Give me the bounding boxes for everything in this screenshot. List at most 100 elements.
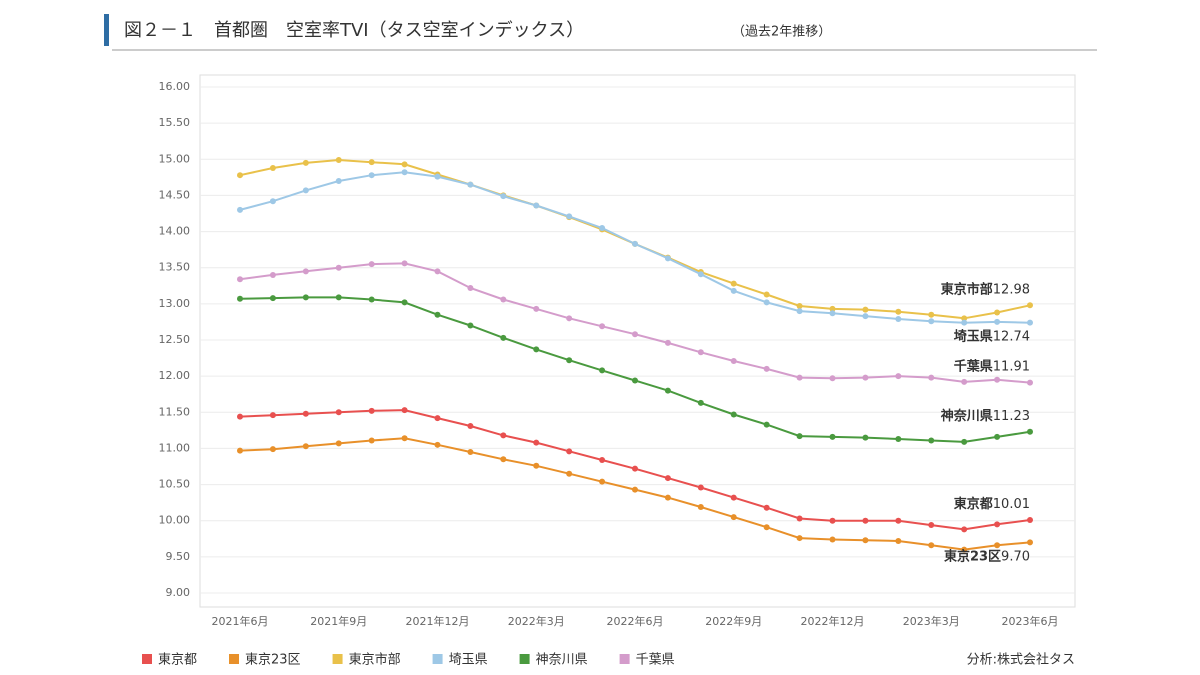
data-point (599, 456, 606, 463)
data-point (961, 378, 968, 385)
data-point (664, 387, 671, 394)
x-tick-label: 2021年6月 (212, 614, 269, 628)
legend-swatch (519, 654, 530, 664)
data-point (994, 309, 1001, 316)
data-point (862, 313, 869, 320)
data-point (237, 276, 243, 283)
data-point (730, 357, 737, 364)
data-point (862, 517, 869, 524)
data-point (335, 264, 342, 271)
data-point (994, 433, 1001, 440)
data-point (730, 514, 737, 521)
data-point (994, 376, 1001, 383)
legend-swatch (619, 654, 630, 664)
data-point (862, 374, 869, 381)
data-point (368, 261, 375, 268)
data-point (566, 470, 573, 477)
data-point (335, 177, 342, 184)
data-point (994, 318, 1001, 325)
end-label: 東京23区9.70 (944, 548, 1030, 564)
data-point (269, 412, 276, 419)
data-point (961, 315, 968, 322)
data-point (237, 295, 243, 302)
end-label: 東京市部12.98 (941, 281, 1030, 297)
end-label-value: 10.01 (993, 496, 1030, 511)
data-point (632, 331, 638, 338)
data-point (928, 522, 935, 529)
y-tick-label: 15.50 (159, 116, 191, 129)
y-tick-label: 12.00 (159, 369, 191, 382)
data-point (533, 346, 540, 353)
data-point (467, 423, 474, 430)
data-point (467, 181, 474, 188)
data-point (829, 433, 836, 440)
data-point (401, 299, 408, 306)
title-bar (104, 14, 109, 46)
data-point (796, 535, 803, 542)
data-point (730, 411, 737, 418)
end-label: 埼玉県12.74 (954, 328, 1030, 344)
data-point (566, 213, 573, 220)
data-point (302, 410, 309, 417)
y-tick-label: 13.00 (159, 297, 191, 310)
end-label: 神奈川県11.23 (941, 407, 1030, 423)
data-point (697, 484, 704, 491)
data-point (599, 478, 606, 485)
data-point (335, 440, 342, 447)
data-point (961, 526, 968, 533)
data-point (467, 322, 474, 329)
data-point (928, 374, 935, 381)
data-point (632, 486, 638, 493)
data-point (599, 323, 606, 330)
data-point (434, 173, 441, 180)
data-point (763, 299, 770, 306)
data-point (401, 260, 408, 267)
data-point (467, 449, 474, 456)
data-point (796, 303, 803, 310)
y-tick-label: 10.00 (159, 514, 191, 527)
data-point (632, 377, 638, 384)
y-tick-label: 14.50 (159, 188, 191, 201)
series-line (239, 158, 1031, 320)
data-point (664, 494, 671, 501)
end-label-name: 千葉県 (954, 358, 993, 374)
data-point (434, 311, 441, 318)
data-point (763, 365, 770, 372)
end-label: 千葉県11.91 (954, 358, 1030, 374)
y-tick-label: 11.00 (159, 441, 191, 454)
data-point (500, 432, 507, 439)
y-tick-label: 12.50 (159, 333, 191, 346)
data-point (368, 159, 375, 166)
data-point (796, 374, 803, 381)
legend-label: 東京23区 (245, 652, 301, 668)
legend-label: 千葉県 (636, 653, 675, 668)
data-point (237, 447, 243, 454)
data-point (269, 271, 276, 278)
data-point (1027, 516, 1033, 523)
data-point (368, 296, 375, 303)
data-point (533, 202, 540, 209)
data-point (928, 437, 935, 444)
legend-swatch (142, 654, 152, 664)
end-label-value: 12.74 (993, 329, 1030, 344)
data-point (368, 437, 375, 444)
plot-area (199, 74, 1076, 608)
y-tick-label: 10.50 (159, 478, 191, 491)
data-point (533, 439, 540, 446)
y-tick-label: 11.50 (159, 405, 191, 418)
end-label-name: 東京市部 (941, 281, 993, 297)
data-point (895, 373, 902, 380)
data-point (829, 375, 836, 382)
data-point (269, 164, 276, 171)
y-tick-label: 15.00 (159, 152, 191, 165)
legend-label: 埼玉県 (449, 653, 488, 668)
data-point (697, 399, 704, 406)
x-tick-label: 2023年3月 (903, 614, 960, 628)
x-tick-label: 2021年12月 (406, 614, 470, 628)
data-point (862, 537, 869, 544)
data-point (928, 311, 935, 318)
data-point (928, 542, 935, 549)
data-point (1027, 428, 1033, 435)
y-tick-label: 9.50 (166, 550, 191, 563)
